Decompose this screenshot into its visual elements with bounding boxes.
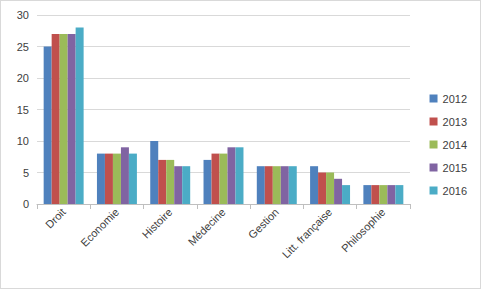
svg-text:30: 30 [17, 9, 29, 21]
svg-text:Philosophie: Philosophie [339, 206, 388, 255]
svg-text:Médecine: Médecine [186, 206, 228, 248]
svg-text:Litt. française: Litt. française [280, 206, 335, 261]
svg-text:2016: 2016 [443, 185, 467, 197]
svg-text:2013: 2013 [443, 116, 467, 128]
svg-text:Droit: Droit [43, 206, 68, 231]
svg-text:15: 15 [17, 104, 29, 116]
svg-text:2012: 2012 [443, 93, 467, 105]
svg-text:Economie: Economie [78, 206, 121, 249]
svg-text:5: 5 [23, 167, 29, 179]
svg-text:0: 0 [23, 198, 29, 210]
svg-text:Gestion: Gestion [246, 206, 281, 241]
svg-text:20: 20 [17, 72, 29, 84]
svg-text:Histoire: Histoire [140, 206, 175, 241]
svg-text:25: 25 [17, 41, 29, 53]
svg-text:10: 10 [17, 135, 29, 147]
svg-text:2015: 2015 [443, 162, 467, 174]
svg-text:2014: 2014 [443, 139, 467, 151]
